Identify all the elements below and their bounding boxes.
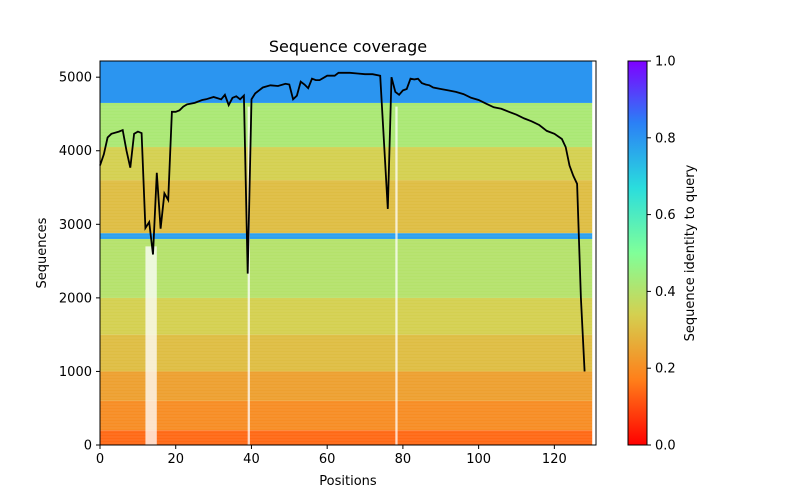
x-tick-label: 100: [466, 452, 491, 467]
identity-heatmap: [100, 61, 593, 445]
plot-frame: [99, 60, 597, 446]
y-tick-label: 4000: [59, 144, 92, 159]
colorbar-gradient: [627, 60, 648, 446]
identity-band-5: [100, 239, 593, 298]
colorbar-tick-label: 0.4: [655, 285, 676, 300]
x-tick-label: 40: [243, 452, 260, 467]
x-axis: 0 20 40 60 80 100 120: [96, 445, 567, 467]
identity-band-4: [100, 297, 593, 335]
y-tick-label: 0: [84, 439, 92, 454]
x-tick-label: 80: [395, 452, 412, 467]
x-axis-title: Positions: [319, 474, 377, 489]
y-tick-label: 3000: [59, 218, 92, 233]
chart-title: Sequence coverage: [269, 37, 427, 56]
x-tick-label: 60: [319, 452, 336, 467]
coverage-gap-2: [395, 106, 398, 445]
identity-band-2: [100, 371, 593, 401]
coverage-gap-0: [145, 246, 157, 445]
identity-band-8: [100, 147, 593, 181]
y-axis: 0 1000 2000 3000 4000 5000: [59, 71, 100, 454]
x-tick-label: 120: [542, 452, 567, 467]
coverage-gap-1: [247, 106, 250, 445]
identity-band-10: [100, 61, 593, 103]
coverage-gaps: [145, 106, 398, 445]
y-axis-title: Sequences: [35, 217, 50, 288]
identity-band-6: [100, 233, 593, 240]
colorbar-tick-label: 0.8: [655, 131, 676, 146]
colorbar-tick-label: 0.2: [655, 362, 676, 377]
identity-band-3: [100, 334, 593, 372]
identity-band-7: [100, 180, 593, 234]
identity-band-1: [100, 400, 593, 431]
colorbar-tick-label: 0.6: [655, 208, 676, 223]
identity-band-9: [100, 102, 593, 148]
y-tick-label: 5000: [59, 71, 92, 86]
colorbar-tick-label: 0.0: [655, 439, 676, 454]
colorbar-tick-label: 1.0: [655, 55, 676, 70]
x-tick-label: 0: [96, 452, 104, 467]
y-tick-label: 1000: [59, 365, 92, 380]
colorbar: 0.0 0.2 0.4 0.6 0.8 1.0 Sequence identity to …: [627, 55, 698, 454]
coverage-line: [99, 71, 586, 372]
x-tick-label: 20: [167, 452, 184, 467]
y-tick-label: 2000: [59, 291, 92, 306]
colorbar-label: Sequence identity to query: [683, 164, 698, 341]
colorbar-ticks: 0.0 0.2 0.4 0.6 0.8 1.0: [647, 55, 676, 454]
plot-area: [99, 60, 597, 446]
identity-band-0: [100, 430, 593, 445]
